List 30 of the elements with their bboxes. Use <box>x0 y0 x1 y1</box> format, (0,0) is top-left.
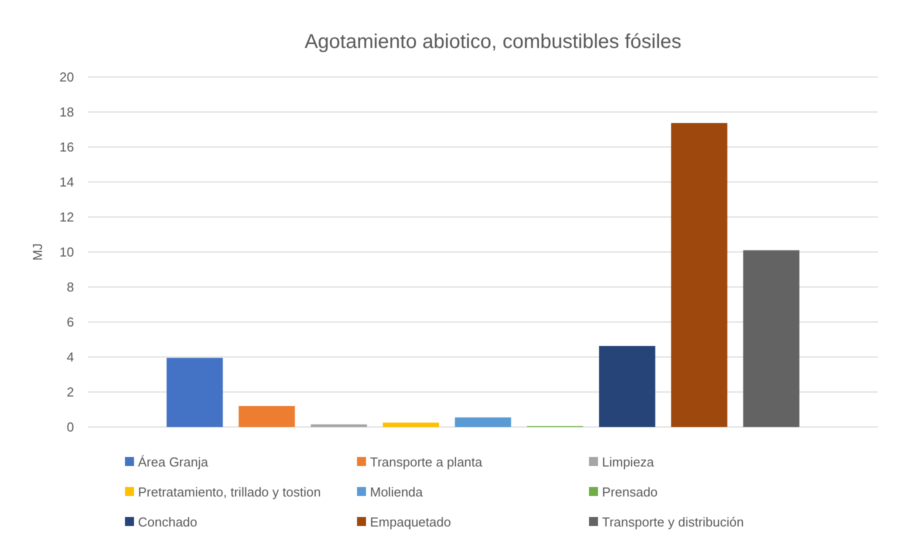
bar <box>166 358 223 427</box>
bar <box>310 424 367 427</box>
y-tick-label: 18 <box>60 104 74 120</box>
bar <box>671 123 728 427</box>
legend-label: Transporte y distribución <box>602 514 744 530</box>
y-tick-label: 0 <box>66 420 74 435</box>
y-tick-label: 2 <box>66 384 74 400</box>
y-tick-label: 8 <box>66 280 74 295</box>
y-tick-label: 20 <box>60 70 74 85</box>
bar <box>599 346 656 427</box>
bar <box>743 250 800 427</box>
legend-label: Transporte a planta <box>370 454 484 470</box>
bar <box>238 406 295 427</box>
legend-label: Área Granja <box>138 454 209 470</box>
y-tick-label: 10 <box>60 244 74 260</box>
legend-label: Molienda <box>370 484 424 500</box>
bar <box>382 422 440 427</box>
chart-title: Agotamiento abiotico, combustibles fósiles <box>304 31 682 53</box>
bar <box>454 417 512 427</box>
y-tick-label: 12 <box>60 210 74 225</box>
y-axis-title: MJ <box>30 243 45 261</box>
legend-label: Empaquetado <box>370 514 451 530</box>
legend-label: Pretratamiento, trillado y tostion <box>138 484 321 500</box>
y-tick-label: 16 <box>60 140 74 155</box>
y-tick-label: 14 <box>60 174 74 190</box>
legend-label: Conchado <box>138 514 198 530</box>
legend-label: Limpieza <box>602 454 655 470</box>
y-tick-label: 6 <box>66 314 74 330</box>
y-tick-label: 4 <box>66 350 74 365</box>
legend-label: Prensado <box>602 484 658 500</box>
